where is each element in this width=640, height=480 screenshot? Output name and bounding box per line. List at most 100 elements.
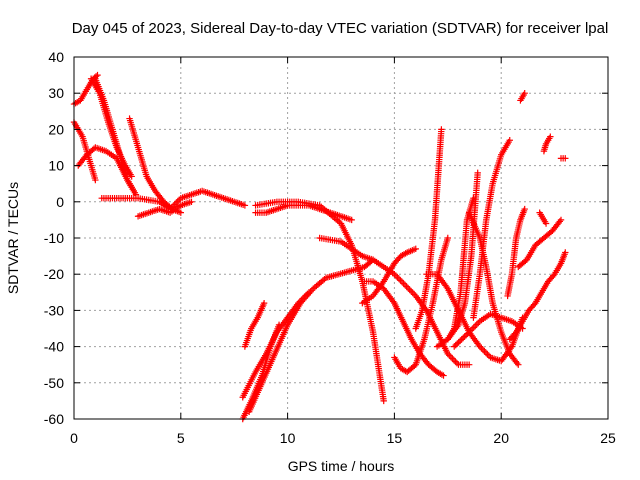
series-arc-17 [359, 278, 447, 379]
data-point-marker [462, 331, 470, 339]
series-arc-26 [506, 249, 569, 343]
y-tick-label: -40 [44, 339, 64, 355]
series-arc-5 [75, 144, 140, 198]
data-point-marker [403, 283, 410, 290]
series-arc-22 [444, 194, 477, 343]
data-point-marker [450, 356, 458, 364]
y-tick-label: -50 [44, 375, 64, 391]
data-point-marker [521, 90, 528, 97]
data-point-marker [394, 274, 401, 281]
series-arc-25 [465, 209, 522, 368]
series-arc-4 [70, 118, 99, 184]
y-axis-label: SDTVAR / TECUs [5, 182, 21, 294]
data-point-marker [407, 288, 415, 295]
data-point-marker [397, 277, 404, 284]
series-arc-29 [517, 90, 528, 104]
y-tick-label: 40 [48, 49, 64, 65]
x-tick-label: 10 [280, 430, 296, 446]
series-arc-14 [245, 256, 377, 415]
data-point-marker [449, 355, 456, 362]
axis-ticks: 0 5 10 15 20 25 -60 -50 -40 -30 -20 -10 0 10 20 30 40 [44, 49, 616, 446]
x-tick-label: 5 [177, 430, 185, 446]
data-point-marker [456, 337, 464, 345]
y-tick-label: 0 [56, 194, 64, 210]
data-point-marker [174, 198, 181, 205]
data-point-marker [511, 330, 519, 337]
series-arc-18 [391, 234, 451, 376]
data-point-marker [400, 280, 407, 287]
data-point-marker [380, 397, 387, 405]
data-point-marker [521, 205, 528, 213]
series-arc-32 [536, 209, 550, 227]
data-point-marker [447, 353, 455, 361]
data-point-marker [395, 275, 403, 283]
series-arc-28 [515, 216, 565, 271]
data-point-marker [260, 299, 268, 307]
data-point-marker [409, 289, 416, 297]
data-point-marker [473, 321, 480, 328]
series-arc-31 [557, 155, 569, 162]
data-point-marker [453, 359, 461, 367]
data-point-marker [128, 173, 135, 180]
series-arc-10 [252, 198, 387, 405]
y-tick-label: -10 [44, 230, 64, 246]
series-arc-8 [134, 198, 195, 220]
data-point-marker [406, 286, 413, 293]
data-point-marker [461, 333, 468, 340]
data-point-marker [177, 209, 184, 216]
y-tick-label: 20 [48, 121, 64, 137]
data-point-marker [455, 339, 462, 346]
data-point-marker [440, 372, 447, 379]
data-point-marker [348, 216, 355, 224]
data-point-marker [484, 351, 491, 358]
data-point-marker [562, 249, 569, 256]
x-tick-label: 15 [387, 430, 403, 446]
data-point-marker [453, 340, 461, 347]
data-point-marker [557, 216, 565, 224]
series-arc-27 [504, 205, 528, 300]
data-point-marker [470, 194, 477, 202]
x-tick-label: 0 [70, 430, 78, 446]
data-point-marker [550, 272, 557, 279]
data-point-marker [479, 346, 487, 353]
data-point-marker [474, 169, 481, 177]
data-point-marker [444, 234, 451, 242]
data-point-marker [506, 137, 513, 144]
series-arc-15 [316, 234, 473, 368]
series-arc-13 [239, 289, 313, 401]
y-tick-label: -20 [44, 266, 64, 282]
y-tick-label: 30 [48, 85, 64, 101]
data-point-marker [458, 336, 465, 343]
y-tick-label: -30 [44, 302, 64, 318]
chart-title: Day 045 of 2023, Sidereal Day-to-day VTE… [72, 20, 609, 37]
data-point-marker [401, 281, 409, 289]
data-point-marker [481, 348, 488, 355]
series-arc-7 [126, 115, 184, 216]
data-point-marker [482, 349, 490, 357]
data-point-marker [515, 361, 522, 368]
series-arc-30 [540, 133, 554, 155]
data-point-marker [241, 202, 249, 209]
x-axis-label: GPS time / hours [288, 458, 395, 474]
data-point-marker [464, 330, 471, 337]
data-point-marker [542, 220, 550, 227]
data-point-marker [438, 126, 445, 133]
y-tick-label: 10 [48, 158, 64, 174]
data-point-marker [92, 176, 99, 184]
data-point-marker [412, 245, 419, 253]
data-point-marker [188, 198, 195, 205]
data-point-marker [470, 324, 477, 331]
data-point-marker [472, 322, 479, 330]
data-point-marker [562, 155, 569, 162]
data-point-marker [530, 301, 538, 308]
data-point-marker [94, 71, 101, 79]
y-tick-label: -60 [44, 411, 64, 427]
series-arc-11 [241, 299, 268, 350]
x-tick-label: 25 [600, 430, 616, 446]
data-point-marker [451, 343, 458, 350]
data-point-marker [404, 284, 412, 292]
data-point-marker [465, 361, 473, 368]
data-point-marker [547, 133, 554, 140]
data-point-marker [452, 341, 459, 349]
series-arc-16 [359, 245, 419, 307]
